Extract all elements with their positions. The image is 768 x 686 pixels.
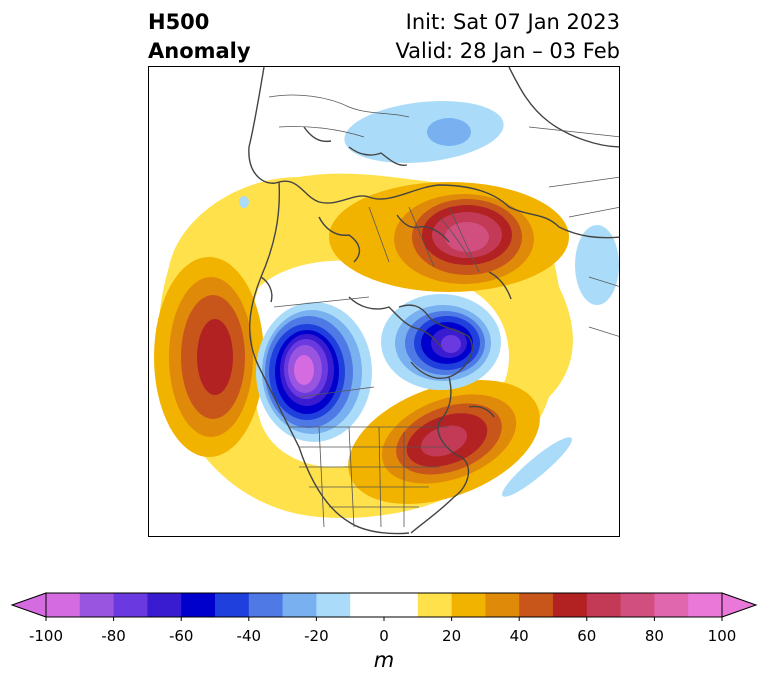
hudson-trough-70 — [441, 335, 461, 353]
map-title: H500 Anomaly — [148, 8, 251, 66]
colorbar-tick-label: 60 — [577, 627, 597, 645]
colorbar-segment — [384, 593, 419, 617]
europe-trough-20 — [427, 118, 471, 146]
colorbar-segment — [451, 593, 486, 617]
pacific-ridge-60 — [197, 319, 233, 395]
colorbar-segment — [553, 593, 588, 617]
init-date: Init: Sat 07 Jan 2023 — [405, 10, 620, 34]
colorbar — [10, 592, 758, 621]
colorbar-tick-label: -100 — [28, 627, 64, 645]
colorbar-segment — [46, 593, 81, 617]
colorbar-segment — [620, 593, 655, 617]
colorbar-segment — [654, 593, 689, 617]
atlantic-trough-10 — [502, 437, 572, 497]
east-na-ridge-70 — [420, 425, 468, 457]
field-label: Anomaly — [148, 39, 251, 63]
colorbar-tick-label: 100 — [707, 627, 737, 645]
colorbar-segment — [113, 593, 148, 617]
colorbar-segment — [79, 593, 115, 617]
anomaly-map — [154, 67, 619, 535]
valid-date: Valid: 28 Jan – 03 Feb — [395, 39, 620, 63]
colorbar-segment — [519, 593, 554, 617]
colorbar-segment — [282, 593, 317, 617]
colorbar-tick-label: -40 — [236, 627, 262, 645]
colorbar-segment — [586, 593, 622, 617]
colorbar-segment — [417, 593, 453, 617]
eurasia-ridge-80 — [445, 222, 489, 252]
colorbar-segment — [316, 593, 351, 617]
colorbar-low-extend — [10, 592, 47, 618]
colorbar-tick-label: 80 — [644, 627, 664, 645]
colorbar-segment — [350, 593, 385, 617]
colorbar-segment — [485, 593, 520, 617]
colorbar-segment — [147, 593, 182, 617]
asia-trough-10 — [575, 225, 619, 305]
colorbar-tick-label: 0 — [379, 627, 389, 645]
small-trough-10 — [239, 196, 249, 208]
variable-label: H500 — [148, 10, 210, 34]
colorbar-ticks — [45, 617, 723, 621]
political-borders — [268, 94, 619, 528]
colorbar-segment — [248, 593, 284, 617]
map-panel — [148, 66, 620, 537]
map-dates: Init: Sat 07 Jan 2023 Valid: 28 Jan – 03… — [395, 8, 620, 66]
colorbar-segment — [688, 593, 723, 617]
colorbar-segments — [46, 593, 723, 617]
west-na-trough-90 — [294, 355, 314, 385]
colorbar-tick-label: -80 — [101, 627, 126, 645]
colorbar-tick-label: 40 — [509, 627, 529, 645]
colorbar-segment — [215, 593, 250, 617]
colorbar-tick-label: 20 — [442, 627, 462, 645]
colorbar-tick-label: -20 — [304, 627, 329, 645]
colorbar-high-extend — [721, 592, 758, 618]
colorbar-unit: m — [373, 648, 395, 672]
europe-trough-10 — [344, 101, 504, 163]
colorbar-tick-label: -60 — [168, 627, 194, 645]
coastlines — [248, 67, 619, 535]
colorbar-segment — [181, 593, 216, 617]
